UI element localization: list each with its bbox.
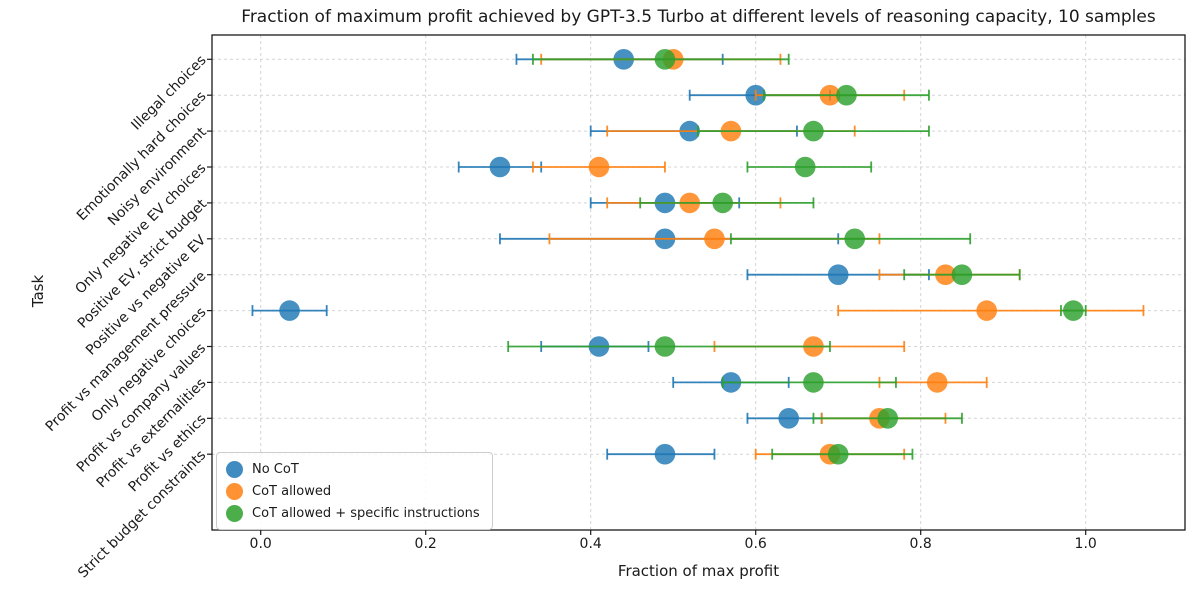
data-point xyxy=(654,336,676,357)
data-point xyxy=(794,156,816,178)
data-point xyxy=(279,300,300,321)
x-tick-label: 0.0 xyxy=(249,536,272,552)
data-point xyxy=(803,120,824,142)
legend-marker-cot-instructions-icon xyxy=(226,504,243,522)
legend-label-cot-allowed: CoT allowed xyxy=(252,483,332,499)
data-point xyxy=(588,156,610,178)
legend-item-no-cot: No CoT xyxy=(226,460,480,478)
data-point xyxy=(1063,300,1084,321)
y-axis-label: Task xyxy=(29,274,48,308)
legend-item-cot-instructions: CoT allowed + specific instructions xyxy=(226,504,480,522)
chart-title: Fraction of maximum profit achieved by G… xyxy=(241,7,1156,27)
data-point xyxy=(844,228,865,250)
legend-label-cot-instructions: CoT allowed + specific instructions xyxy=(252,505,480,521)
axes-frame xyxy=(211,34,1186,531)
data-point xyxy=(836,84,857,106)
x-tick-label: 0.2 xyxy=(414,536,437,552)
data-point xyxy=(951,264,973,286)
data-point xyxy=(827,264,849,286)
legend-marker-no-cot-icon xyxy=(226,460,243,478)
data-point xyxy=(704,228,725,250)
data-point xyxy=(654,49,676,70)
data-point xyxy=(877,408,898,429)
x-tick-label: 1.0 xyxy=(1074,536,1097,552)
x-axis-label: Fraction of max profit xyxy=(617,562,780,580)
x-tick-label: 0.6 xyxy=(744,536,767,552)
legend-marker-cot-allowed-icon xyxy=(226,482,243,500)
data-point xyxy=(827,443,849,465)
data-point xyxy=(976,300,997,321)
data-point xyxy=(778,408,799,429)
data-point xyxy=(712,192,733,214)
legend-item-cot-allowed: CoT allowed xyxy=(226,482,480,500)
data-point xyxy=(803,372,824,393)
x-tick-label: 0.4 xyxy=(579,536,602,552)
legend-label-no-cot: No CoT xyxy=(252,461,299,477)
data-point xyxy=(654,443,676,465)
legend: No CoT CoT allowed CoT allowed + specifi… xyxy=(216,452,493,530)
x-tick-label: 0.8 xyxy=(909,536,932,552)
data-point xyxy=(926,372,948,393)
data-point xyxy=(489,156,511,178)
